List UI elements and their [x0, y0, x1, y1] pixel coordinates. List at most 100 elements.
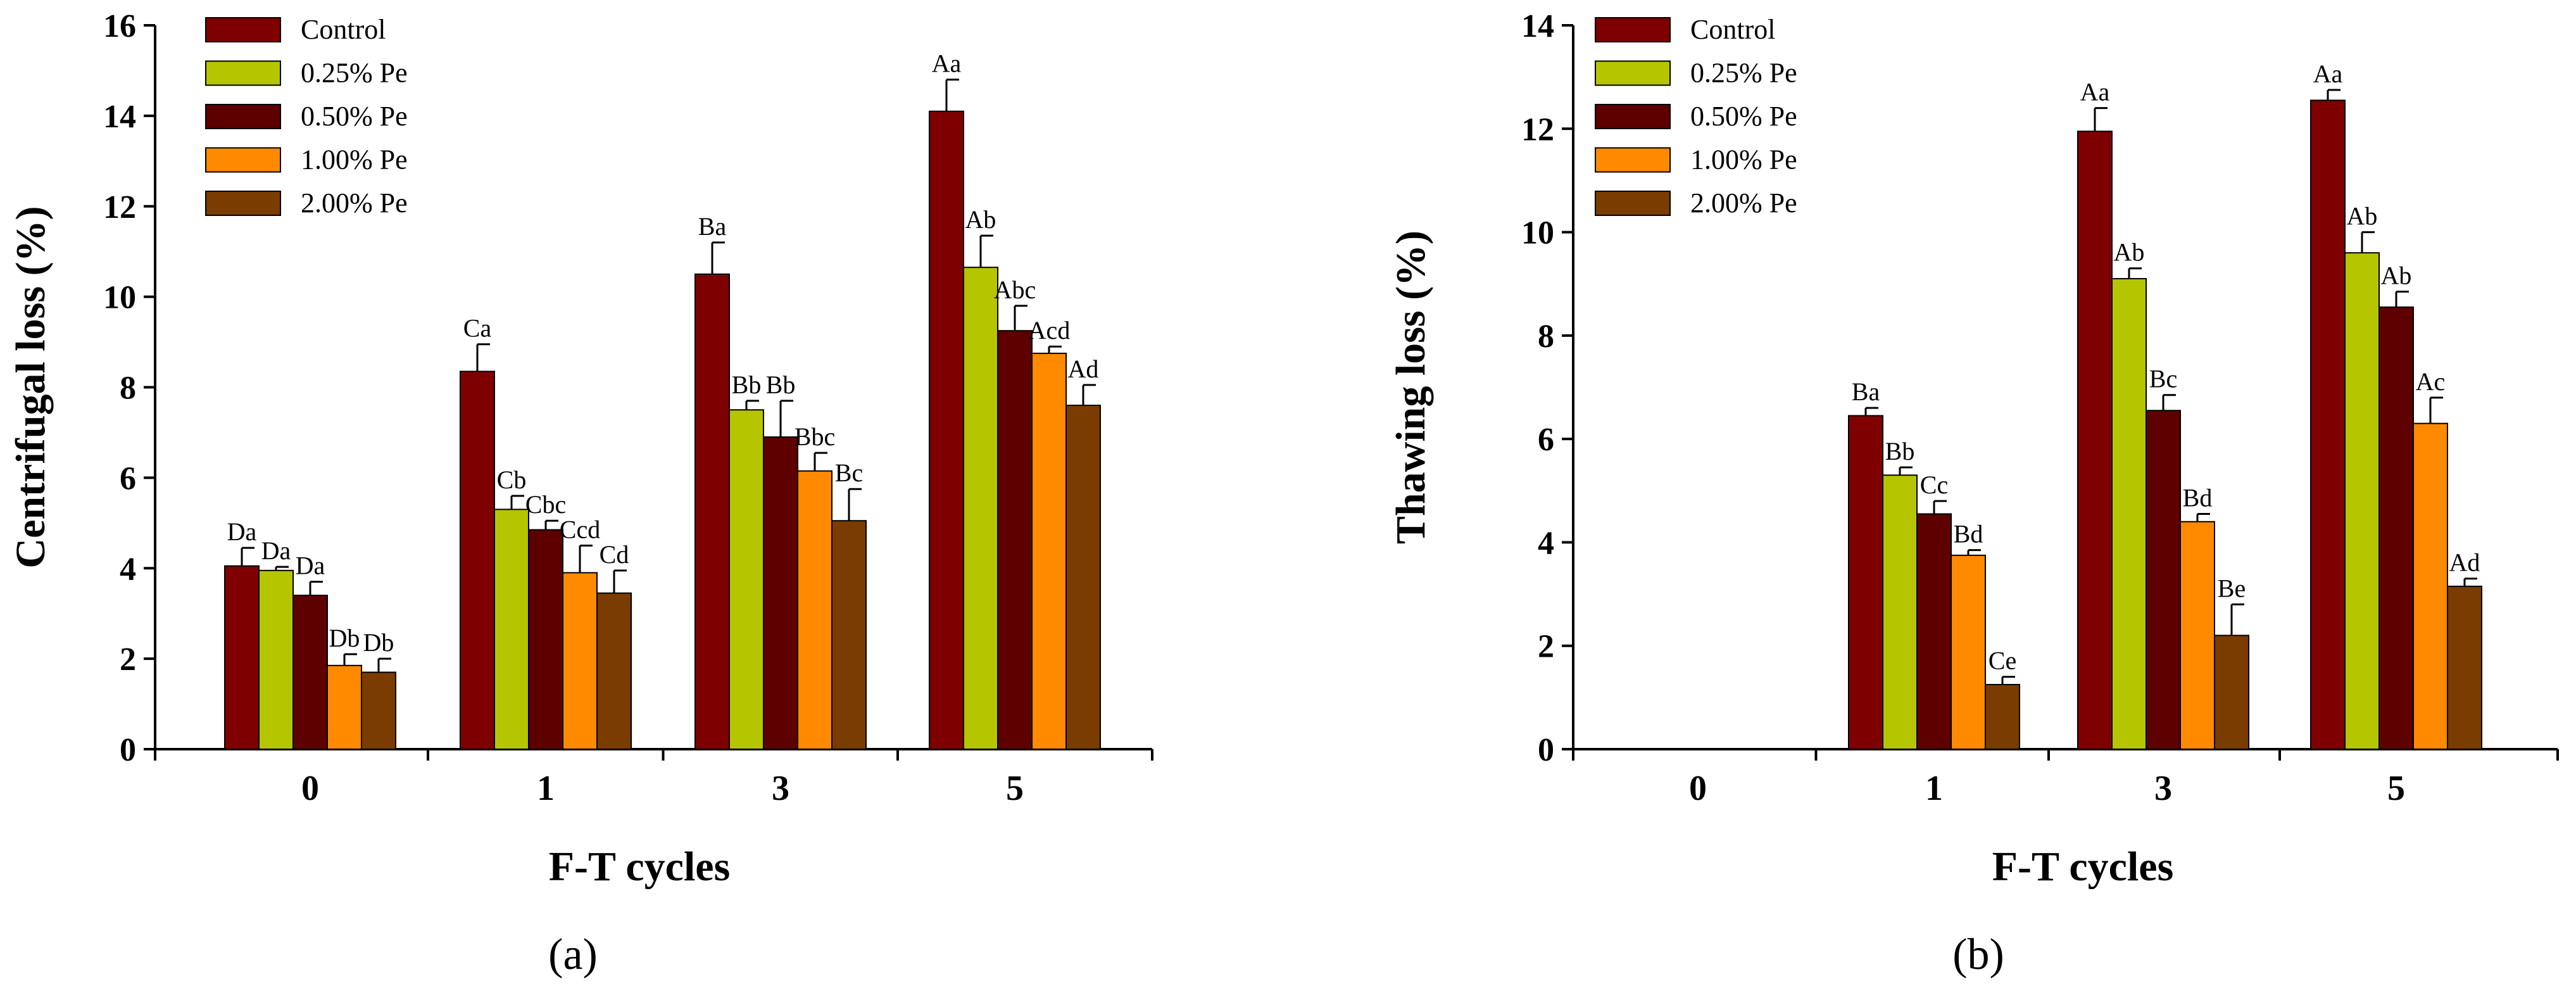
legend-swatch	[205, 104, 281, 129]
x-tick-label: 1	[1925, 769, 1943, 808]
bar	[729, 409, 764, 750]
y-tick-label: 8	[120, 370, 136, 407]
bar	[2413, 422, 2448, 750]
bar	[494, 509, 529, 750]
significance-label: Acd	[1028, 316, 1071, 345]
bar	[460, 370, 495, 750]
bar	[2111, 278, 2147, 750]
significance-label: Ba	[1852, 377, 1880, 406]
bar	[929, 110, 964, 750]
y-tick-label: 6	[120, 460, 136, 496]
significance-label: Ab	[2114, 238, 2145, 267]
y-axis-title: Centrifugal loss (%)	[8, 206, 54, 569]
bar	[258, 569, 294, 750]
y-tick-label: 6	[1538, 422, 1554, 458]
legend-label: Control	[301, 14, 386, 45]
y-tick-label: 10	[103, 280, 136, 316]
y-tick-label: 0	[120, 732, 136, 768]
legend-label: 1.00% Pe	[301, 144, 408, 175]
bar	[831, 520, 867, 750]
significance-label: Bd	[2183, 484, 2213, 512]
significance-label: Ab	[2347, 202, 2378, 231]
significance-label: Cb	[497, 465, 527, 494]
x-tick-label: 5	[1006, 769, 1024, 808]
legend-swatch	[205, 147, 281, 173]
bar	[292, 595, 328, 750]
bar	[2378, 306, 2414, 750]
panel-label: (a)	[548, 930, 598, 979]
bar	[596, 592, 632, 750]
bar	[963, 267, 998, 750]
legend-swatch	[1595, 60, 1671, 86]
y-tick-label: 16	[103, 8, 136, 44]
legend-swatch	[205, 60, 281, 86]
y-tick-label: 14	[103, 99, 136, 135]
legend-swatch	[1595, 191, 1671, 216]
significance-label: Abc	[994, 275, 1036, 304]
bar	[694, 273, 730, 750]
significance-label: Aa	[932, 49, 962, 78]
x-tick-label: 0	[1689, 769, 1707, 808]
y-tick-label: 2	[1538, 629, 1554, 665]
legend-label: 0.50% Pe	[301, 101, 408, 132]
bar	[562, 572, 598, 750]
x-axis-title: F-T cycles	[549, 844, 731, 890]
significance-label: Ab	[2381, 261, 2412, 289]
chart-panel-b: 0 2 4 6 8 10 12 14 0 1 3 5 Ba Aa Aa Bb Ab Ab Cc Bc Ab Bd Bd Ac C…	[1388, 8, 2559, 979]
bar	[797, 470, 832, 750]
y-tick-label: 8	[1538, 319, 1554, 355]
significance-label: Aa	[2080, 78, 2110, 106]
significance-label: Bd	[1954, 520, 1983, 548]
y-tick-label: 0	[1538, 732, 1554, 768]
x-tick-label: 0	[301, 769, 319, 808]
legend-label: 2.00% Pe	[1690, 187, 1797, 218]
bar	[1916, 513, 1952, 750]
y-tick-label: 12	[103, 189, 136, 225]
significance-label: Ba	[698, 212, 727, 241]
significance-label: Bb	[766, 370, 796, 399]
significance-label: Da	[261, 536, 291, 565]
significance-label: Ad	[2449, 548, 2480, 577]
significance-label: Db	[329, 624, 360, 652]
bar	[1031, 352, 1067, 750]
significance-label: Aa	[2313, 60, 2343, 88]
chart-panel-a: 0 2 4 6 8 10 12 14 16 0 1 3 5 Da Ca Ba Aa Da Cb Bb Ab Da Cbc Bb…	[8, 8, 1153, 979]
significance-label: Da	[227, 517, 257, 546]
significance-label: Ab	[965, 205, 996, 234]
y-axis-title: Thawing loss (%)	[1388, 231, 1434, 544]
bar	[528, 529, 563, 750]
significance-label: Ac	[2416, 367, 2446, 396]
legend-label: 2.00% Pe	[301, 187, 408, 218]
significance-label: Cd	[600, 540, 629, 569]
legend-swatch	[205, 191, 281, 216]
significance-label: Cbc	[525, 490, 566, 519]
legend-label: 0.25% Pe	[1690, 58, 1797, 89]
bar	[1065, 405, 1101, 750]
panel-label: (b)	[1952, 930, 2004, 979]
bar	[763, 436, 798, 750]
bar	[2447, 585, 2482, 750]
bar	[2214, 635, 2249, 750]
significance-label: Be	[2218, 574, 2246, 602]
significance-label: Bbc	[795, 422, 835, 451]
significance-label: Ad	[1068, 355, 1099, 383]
legend-label: 0.25% Pe	[301, 58, 408, 89]
legend-swatch	[1595, 147, 1671, 173]
legend-swatch	[205, 17, 281, 42]
bar	[2077, 130, 2113, 750]
legend-swatch	[1595, 17, 1671, 42]
significance-label: Ccd	[560, 515, 600, 544]
legend-label: 1.00% Pe	[1690, 144, 1797, 175]
x-tick-label: 5	[2387, 769, 2405, 808]
x-tick-label: 1	[537, 769, 555, 808]
bar	[2310, 99, 2346, 750]
y-tick-label: 12	[1521, 111, 1554, 148]
bar	[2344, 252, 2380, 750]
y-tick-label: 14	[1521, 8, 1554, 44]
x-tick-label: 3	[2154, 769, 2172, 808]
y-tick-label: 10	[1521, 215, 1554, 251]
bar	[997, 330, 1033, 750]
y-tick-label: 4	[1538, 525, 1554, 561]
y-tick-label: 4	[120, 551, 136, 587]
legend-label: Control	[1690, 14, 1775, 45]
